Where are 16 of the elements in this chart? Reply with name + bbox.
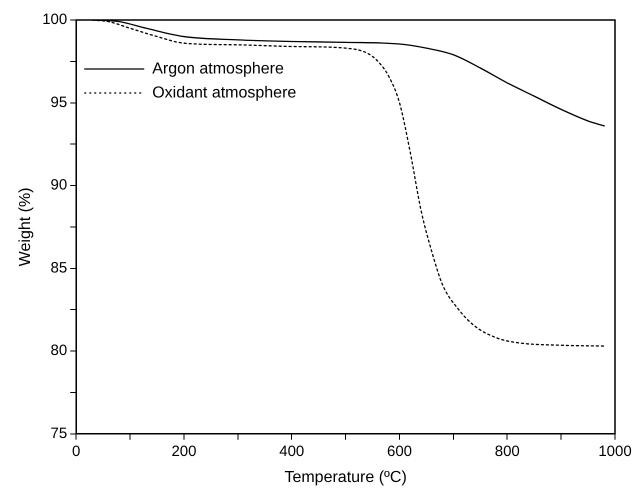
y-tick-label: 90 [50, 176, 68, 194]
x-axis-title: Temperature (ºC) [284, 468, 407, 486]
x-tick-label: 800 [494, 442, 520, 460]
legend-label: Argon atmosphere [152, 60, 284, 78]
y-tick-label: 85 [50, 259, 68, 276]
y-tick-label: 80 [50, 342, 68, 360]
y-axis-title: Weight (%) [17, 187, 34, 266]
y-tick-label: 75 [50, 424, 68, 442]
legend-label: Oxidant atmosphere [152, 84, 296, 102]
x-tick-label: 200 [171, 442, 196, 460]
x-tick-label: 600 [386, 442, 412, 460]
x-tick-label: 1000 [598, 442, 632, 460]
y-tick-label: 100 [42, 11, 68, 28]
x-tick-label: 0 [72, 442, 80, 460]
y-tick-label: 95 [50, 94, 68, 111]
x-tick-label: 400 [279, 442, 304, 460]
